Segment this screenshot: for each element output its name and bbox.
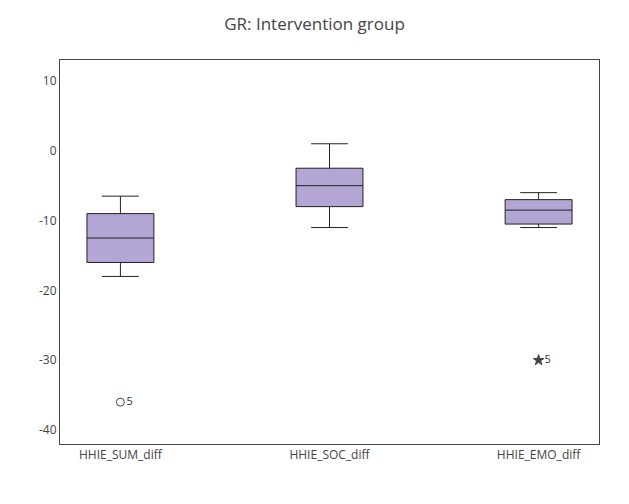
svg-text:5: 5 <box>126 393 132 408</box>
svg-text:-20: -20 <box>39 282 57 299</box>
svg-text:HHIE_SUM_diff: HHIE_SUM_diff <box>79 446 163 463</box>
svg-text:HHIE_EMO_diff: HHIE_EMO_diff <box>497 446 581 463</box>
svg-text:5: 5 <box>545 351 551 366</box>
svg-text:-10: -10 <box>39 212 57 229</box>
svg-text:-30: -30 <box>39 351 57 368</box>
svg-text:-40: -40 <box>39 421 57 438</box>
svg-text:0: 0 <box>50 142 57 159</box>
svg-text:10: 10 <box>43 72 57 89</box>
svg-text:HHIE_SOC_diff: HHIE_SOC_diff <box>289 446 370 463</box>
svg-text:GR: Intervention group: GR: Intervention group <box>224 12 405 35</box>
